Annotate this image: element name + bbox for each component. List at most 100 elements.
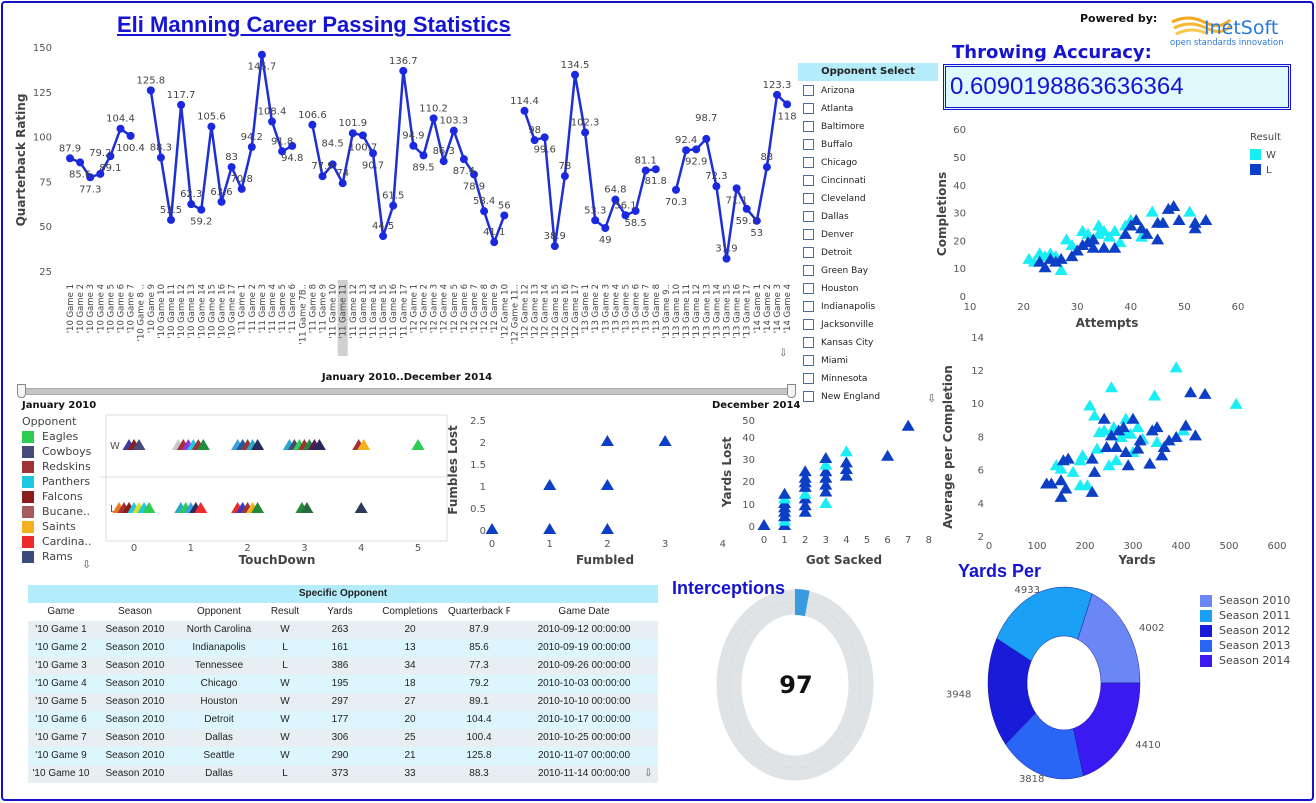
data-point	[798, 487, 812, 499]
data-label: 92.9	[685, 156, 707, 167]
opponent-option[interactable]: Jacksonville	[803, 318, 874, 336]
legend-scroll-arrow-icon[interactable]: ⇩	[82, 558, 92, 571]
x-tick-label: 20	[1017, 302, 1030, 313]
opponent-checkbox[interactable]	[803, 157, 814, 168]
opponent-checkbox[interactable]	[803, 85, 814, 96]
x-tick-label: '10 Game 3	[86, 284, 96, 333]
x-tick-label: 4	[358, 543, 364, 554]
opponent-option[interactable]: Atlanta	[803, 102, 853, 120]
table-cell: 85.6	[469, 642, 489, 653]
x-tick-label: '14 Game 3	[773, 284, 783, 333]
opponent-option[interactable]: Minnesota	[803, 372, 867, 390]
opponent-option[interactable]: Buffalo	[803, 138, 853, 156]
y-tick-label: 0	[749, 522, 755, 533]
opponent-checkbox[interactable]	[803, 247, 814, 258]
opponent-checkbox[interactable]	[803, 373, 814, 384]
column-header[interactable]: Completions	[382, 606, 438, 617]
row-label: L	[110, 504, 116, 515]
table-row: '10 Game 2 Season 2010 Indianapolis L 161 13 8…	[28, 639, 658, 657]
data-point	[66, 154, 74, 163]
column-header[interactable]: Quarterback F	[448, 606, 510, 617]
interceptions-gauge	[716, 589, 874, 781]
column-header[interactable]: Yards	[327, 606, 353, 617]
throwing-accuracy-label: Throwing Accuracy:	[952, 42, 1152, 63]
slider-end-label: December 2014	[712, 400, 801, 411]
column-header[interactable]: Game Date	[558, 606, 610, 617]
data-label: 88.3	[150, 143, 172, 154]
y-tick-label: 50	[742, 416, 755, 427]
opponent-option[interactable]: Chicago	[803, 156, 857, 174]
data-label: 117.7	[167, 90, 196, 101]
legend-label: Season 2012	[1219, 624, 1291, 637]
data-point	[470, 170, 478, 179]
opponent-checkbox[interactable]	[803, 139, 814, 150]
completions-axis-label: Completions	[935, 172, 949, 256]
y-tick-label: 10	[742, 500, 755, 511]
legend-label: Saints	[42, 520, 76, 533]
opponent-checkbox[interactable]	[803, 355, 814, 366]
opponent-option[interactable]: Arizona	[803, 84, 855, 102]
opponent-option[interactable]: Detroit	[803, 246, 852, 264]
opponent-option[interactable]: Denver	[803, 228, 854, 246]
data-point	[600, 479, 614, 490]
opponent-checkbox[interactable]	[803, 211, 814, 222]
opponent-checkbox[interactable]	[803, 265, 814, 276]
opponent-option[interactable]: Miami	[803, 354, 848, 372]
series-line	[674, 92, 788, 259]
slider-end-handle[interactable]	[787, 384, 796, 398]
opponent-option[interactable]: Green Bay	[803, 264, 868, 282]
opponent-checkbox[interactable]	[803, 229, 814, 240]
data-point	[1188, 222, 1202, 234]
opponent-checkbox[interactable]	[803, 175, 814, 186]
column-header[interactable]: Season	[118, 606, 152, 617]
y-tick-label: 0	[480, 526, 486, 537]
data-point	[1081, 236, 1095, 248]
data-point	[379, 232, 388, 241]
data-point	[116, 124, 125, 133]
opponent-option[interactable]: Dallas	[803, 210, 849, 228]
opponent-checkbox[interactable]	[803, 121, 814, 132]
opponent-checkbox[interactable]	[803, 301, 814, 312]
opponent-checkbox[interactable]	[803, 391, 814, 402]
data-label: 89.1	[99, 163, 121, 174]
column-header[interactable]: Result	[270, 606, 300, 617]
result-legend-title: Result	[1250, 132, 1281, 143]
opponent-checkbox[interactable]	[803, 319, 814, 330]
data-point	[1054, 462, 1068, 474]
opponent-option[interactable]: Indianapolis	[803, 300, 875, 318]
data-point	[1131, 421, 1145, 433]
donut-slice	[996, 586, 1093, 662]
x-tick-label: '11 Game 16	[389, 284, 399, 339]
data-point	[1108, 241, 1122, 253]
table-cell: 373	[331, 768, 349, 779]
table-cell: 2010-10-17 00:00:00	[537, 714, 631, 725]
data-label: 74	[336, 168, 349, 179]
opponent-option[interactable]: Cincinnati	[803, 174, 866, 192]
opponent-checkbox[interactable]	[803, 337, 814, 348]
x-tick-label: 1	[188, 543, 194, 554]
slider-start-handle[interactable]	[17, 384, 26, 398]
opponent-option[interactable]: Kansas City	[803, 336, 873, 354]
data-point	[798, 499, 812, 511]
slice-label: 4002	[1139, 623, 1164, 634]
table-cell: 77.3	[469, 660, 489, 671]
table-cell: 33	[404, 768, 416, 779]
opponent-checkbox[interactable]	[803, 103, 814, 114]
x-tick-label: 3	[301, 543, 307, 554]
data-point	[1080, 479, 1094, 491]
table-scroll-arrow-icon[interactable]: ⇩	[644, 768, 653, 779]
table-cell: 104.4	[466, 714, 492, 725]
column-header[interactable]: Opponent	[197, 606, 241, 617]
opponent-option[interactable]: Houston	[803, 282, 858, 300]
column-header[interactable]: Game	[47, 606, 75, 617]
data-point	[1066, 465, 1080, 477]
fumbled-axis-label: Fumbled	[576, 553, 634, 567]
data-point	[1157, 441, 1171, 453]
opponent-option[interactable]: New England	[803, 390, 880, 408]
scroll-down-arrow-icon[interactable]: ⇩	[927, 392, 937, 405]
opponent-option[interactable]: Baltimore	[803, 120, 865, 138]
opponent-checkbox[interactable]	[803, 283, 814, 294]
opponent-option[interactable]: Cleveland	[803, 192, 866, 210]
opponent-checkbox[interactable]	[803, 193, 814, 204]
x-tick-label: '12 Game 7	[470, 284, 480, 333]
